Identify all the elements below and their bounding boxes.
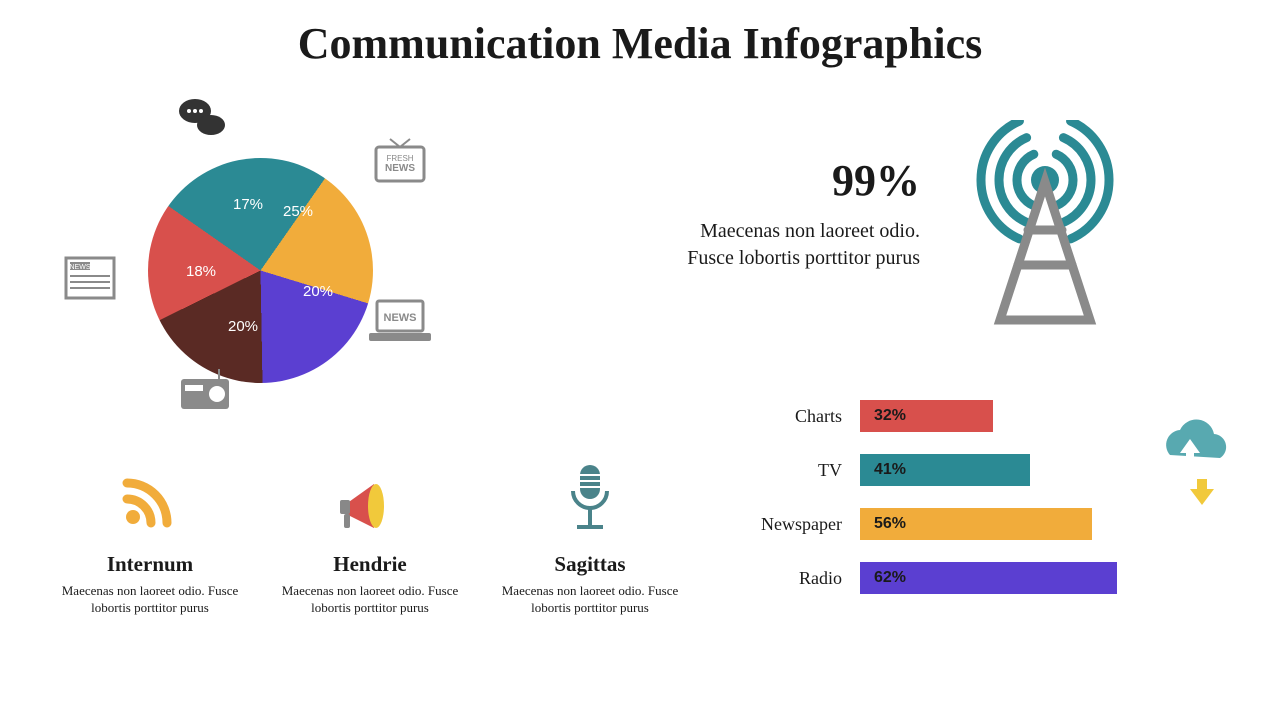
pie-slice-label-1: 20% bbox=[303, 283, 333, 300]
bar-label-1: TV bbox=[730, 460, 860, 481]
tv-news-icon: FRESHNEWS bbox=[370, 135, 430, 195]
svg-text:NEWS: NEWS bbox=[385, 163, 415, 174]
bar-fill-1: 41% bbox=[860, 454, 1030, 486]
info-item-0: Internum Maecenas non laoreet odio. Fusc… bbox=[50, 460, 250, 617]
bar-fill-2: 56% bbox=[860, 508, 1092, 540]
big-stat-description: Maecenas non laoreet odio. Fusce loborti… bbox=[660, 218, 920, 272]
info-desc-2: Maecenas non laoreet odio. Fusce loborti… bbox=[490, 583, 690, 617]
chat-bubbles-icon bbox=[175, 95, 230, 150]
info-items-row: Internum Maecenas non laoreet odio. Fusc… bbox=[50, 460, 690, 617]
bar-fill-0: 32% bbox=[860, 400, 993, 432]
bar-row-1: TV 41% bbox=[730, 454, 1150, 486]
cloud-sync-icon bbox=[1150, 415, 1240, 520]
pie-slice-label-4: 17% bbox=[233, 196, 263, 213]
microphone-icon bbox=[490, 460, 690, 540]
bar-row-2: Newspaper 56% bbox=[730, 508, 1150, 540]
big-stat-block: 99% Maecenas non laoreet odio. Fusce lob… bbox=[660, 155, 920, 272]
pie-chart: 25% 20% 20% 18% 17% FRESHNEWS NEWS NEWS bbox=[130, 140, 390, 400]
pie-slice-label-3: 18% bbox=[186, 263, 216, 280]
bar-row-3: Radio 62% bbox=[730, 562, 1150, 594]
bar-label-3: Radio bbox=[730, 568, 860, 589]
bar-value-1: 41% bbox=[874, 461, 906, 479]
newspaper-icon: NEWS bbox=[60, 250, 125, 310]
bar-value-3: 62% bbox=[874, 569, 906, 587]
info-title-1: Hendrie bbox=[270, 552, 470, 577]
bar-label-0: Charts bbox=[730, 406, 860, 427]
info-item-1: Hendrie Maecenas non laoreet odio. Fusce… bbox=[270, 460, 470, 617]
svg-text:NEWS: NEWS bbox=[384, 312, 417, 324]
svg-text:FRESH: FRESH bbox=[386, 154, 413, 163]
svg-text:NEWS: NEWS bbox=[70, 264, 91, 271]
info-title-0: Internum bbox=[50, 552, 250, 577]
bar-row-0: Charts 32% bbox=[730, 400, 1150, 432]
bar-chart: Charts 32% TV 41% Newspaper 56% Radio 62… bbox=[730, 400, 1150, 616]
bar-value-0: 32% bbox=[874, 407, 906, 425]
info-desc-1: Maecenas non laoreet odio. Fusce loborti… bbox=[270, 583, 470, 617]
bar-fill-3: 62% bbox=[860, 562, 1117, 594]
laptop-news-icon: NEWS bbox=[365, 295, 435, 355]
big-stat-percent: 99% bbox=[660, 155, 920, 206]
bar-label-2: Newspaper bbox=[730, 514, 860, 535]
pie-chart-body bbox=[148, 158, 373, 383]
rss-icon bbox=[50, 460, 250, 540]
radio-icon bbox=[175, 365, 235, 420]
megaphone-icon bbox=[270, 460, 470, 540]
page-title: Communication Media Infographics bbox=[0, 0, 1280, 69]
bar-value-2: 56% bbox=[874, 515, 906, 533]
antenna-tower-icon bbox=[940, 120, 1150, 335]
info-desc-0: Maecenas non laoreet odio. Fusce loborti… bbox=[50, 583, 250, 617]
info-title-2: Sagittas bbox=[490, 552, 690, 577]
info-item-2: Sagittas Maecenas non laoreet odio. Fusc… bbox=[490, 460, 690, 617]
pie-slice-label-0: 25% bbox=[283, 203, 313, 220]
pie-slice-label-2: 20% bbox=[228, 318, 258, 335]
